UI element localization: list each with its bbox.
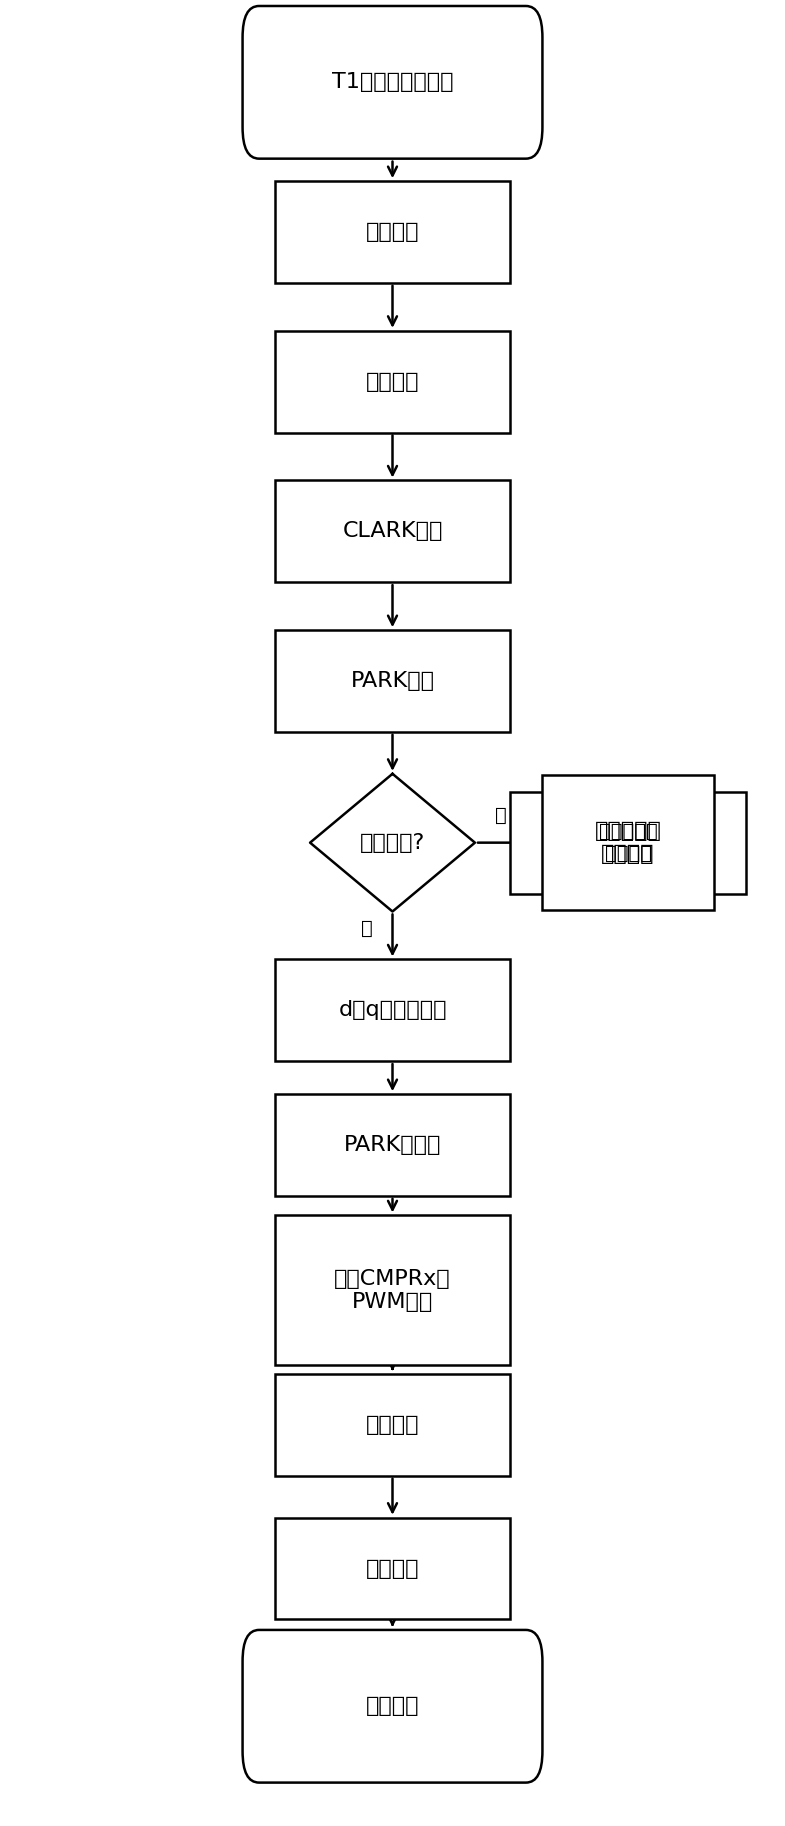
Bar [275, 331, 510, 433]
Bar [275, 630, 510, 732]
Bar [542, 776, 714, 909]
Bar [275, 1517, 510, 1620]
Bar [275, 1373, 510, 1475]
Text: 位置调节?: 位置调节? [360, 833, 425, 853]
Text: 调用位置控
制子程序: 调用位置控 制子程序 [599, 822, 657, 864]
Bar [275, 1216, 510, 1366]
Bar [275, 1094, 510, 1196]
Text: 恢复现场: 恢复现场 [366, 1559, 419, 1578]
Text: 电流采样: 电流采样 [366, 373, 419, 391]
Text: 中断返回: 中断返回 [366, 1696, 419, 1716]
Bar [275, 480, 510, 582]
Bar [510, 792, 746, 893]
Text: PARK逆变换: PARK逆变换 [344, 1136, 441, 1156]
FancyBboxPatch shape [243, 5, 542, 159]
Text: 计算CMPRx及
PWM输出: 计算CMPRx及 PWM输出 [334, 1269, 451, 1311]
Text: 否: 否 [361, 918, 373, 937]
Bar [275, 181, 510, 283]
Text: 是: 是 [495, 805, 506, 825]
Text: 调用位置控
制子程序: 调用位置控 制子程序 [594, 822, 662, 864]
Polygon shape [310, 774, 475, 911]
Text: T1中断处理子程序: T1中断处理子程序 [332, 73, 453, 93]
Text: d、q轴电流调节: d、q轴电流调节 [338, 1001, 447, 1021]
Text: PARK变换: PARK变换 [350, 670, 435, 690]
Text: 保护现场: 保护现场 [366, 223, 419, 243]
Text: CLARK变换: CLARK变换 [342, 522, 443, 540]
Text: 位置采样: 位置采样 [366, 1415, 419, 1435]
Bar [275, 959, 510, 1061]
FancyBboxPatch shape [243, 1631, 542, 1782]
